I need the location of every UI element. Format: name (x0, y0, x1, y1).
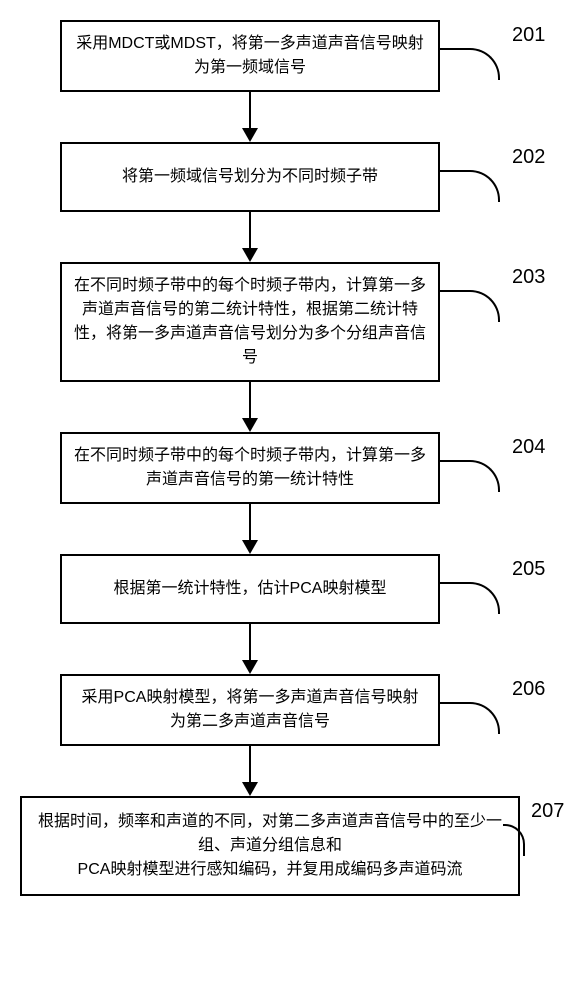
flow-label-connector-205: 205 (440, 554, 545, 614)
arrow (242, 504, 258, 554)
flow-label-connector-203: 203 (440, 262, 545, 322)
flow-box-206: 采用PCA映射模型，将第一多声道声音信号映射为第二多声道声音信号 (60, 674, 440, 746)
flow-row-205: 根据第一统计特性，估计PCA映射模型 205 (10, 554, 560, 624)
flow-row-202: 将第一频域信号划分为不同时频子带 202 (10, 142, 560, 212)
curve-icon (438, 170, 500, 202)
flow-label-connector-206: 206 (440, 674, 545, 734)
curve-icon (438, 290, 500, 322)
flow-row-201: 采用MDCT或MDST，将第一多声道声音信号映射为第一频域信号 201 (10, 20, 560, 92)
flow-label: 204 (512, 436, 545, 459)
flowchart: 采用MDCT或MDST，将第一多声道声音信号映射为第一频域信号 201 将第一频… (10, 20, 560, 896)
flow-box-205: 根据第一统计特性，估计PCA映射模型 (60, 554, 440, 624)
flow-box-text: 根据时间，频率和声道的不同，对第二多声道声音信号中的至少一组、声道分组信息和 P… (36, 810, 504, 882)
flow-box-text: 采用PCA映射模型，将第一多声道声音信号映射为第二多声道声音信号 (74, 686, 426, 734)
arrow (242, 382, 258, 432)
flow-box-204: 在不同时频子带中的每个时频子带内，计算第一多声道声音信号的第一统计特性 (60, 432, 440, 504)
arrow-head-icon (242, 248, 258, 262)
arrow-line-icon (249, 746, 251, 782)
arrow-head-icon (242, 782, 258, 796)
arrow (242, 746, 258, 796)
flow-label: 206 (512, 678, 545, 701)
arrow-head-icon (242, 540, 258, 554)
arrow-head-icon (242, 660, 258, 674)
curve-icon (503, 824, 525, 856)
flow-box-202: 将第一频域信号划分为不同时频子带 (60, 142, 440, 212)
arrow (242, 624, 258, 674)
flow-label: 205 (512, 558, 545, 581)
flow-box-text: 在不同时频子带中的每个时频子带内，计算第一多声道声音信号的第一统计特性 (74, 444, 426, 492)
arrow (242, 92, 258, 142)
flow-row-207: 根据时间，频率和声道的不同，对第二多声道声音信号中的至少一组、声道分组信息和 P… (10, 796, 560, 896)
flow-label: 203 (512, 266, 545, 289)
flow-label-connector-204: 204 (440, 432, 545, 492)
flow-label: 202 (512, 146, 545, 169)
flow-label-connector-207: 207 (505, 796, 564, 856)
arrow (242, 212, 258, 262)
arrow-line-icon (249, 624, 251, 660)
flow-label-connector-201: 201 (440, 20, 545, 80)
curve-icon (438, 48, 500, 80)
curve-icon (438, 702, 500, 734)
arrow-line-icon (249, 212, 251, 248)
curve-icon (438, 582, 500, 614)
flow-box-text: 根据第一统计特性，估计PCA映射模型 (114, 577, 387, 601)
flow-label: 201 (512, 24, 545, 47)
arrow-head-icon (242, 128, 258, 142)
arrow-head-icon (242, 418, 258, 432)
flow-box-201: 采用MDCT或MDST，将第一多声道声音信号映射为第一频域信号 (60, 20, 440, 92)
flow-box-text: 将第一频域信号划分为不同时频子带 (122, 165, 378, 189)
flow-box-203: 在不同时频子带中的每个时频子带内，计算第一多声道声音信号的第二统计特性，根据第二… (60, 262, 440, 382)
flow-box-207: 根据时间，频率和声道的不同，对第二多声道声音信号中的至少一组、声道分组信息和 P… (20, 796, 520, 896)
flow-row-203: 在不同时频子带中的每个时频子带内，计算第一多声道声音信号的第二统计特性，根据第二… (10, 262, 560, 382)
flow-row-204: 在不同时频子带中的每个时频子带内，计算第一多声道声音信号的第一统计特性 204 (10, 432, 560, 504)
flow-row-206: 采用PCA映射模型，将第一多声道声音信号映射为第二多声道声音信号 206 (10, 674, 560, 746)
flow-box-text: 采用MDCT或MDST，将第一多声道声音信号映射为第一频域信号 (74, 32, 426, 80)
arrow-line-icon (249, 382, 251, 418)
flow-label-connector-202: 202 (440, 142, 545, 202)
arrow-line-icon (249, 504, 251, 540)
arrow-line-icon (249, 92, 251, 128)
curve-icon (438, 460, 500, 492)
flow-label: 207 (531, 800, 564, 823)
flow-box-text: 在不同时频子带中的每个时频子带内，计算第一多声道声音信号的第二统计特性，根据第二… (74, 274, 426, 370)
